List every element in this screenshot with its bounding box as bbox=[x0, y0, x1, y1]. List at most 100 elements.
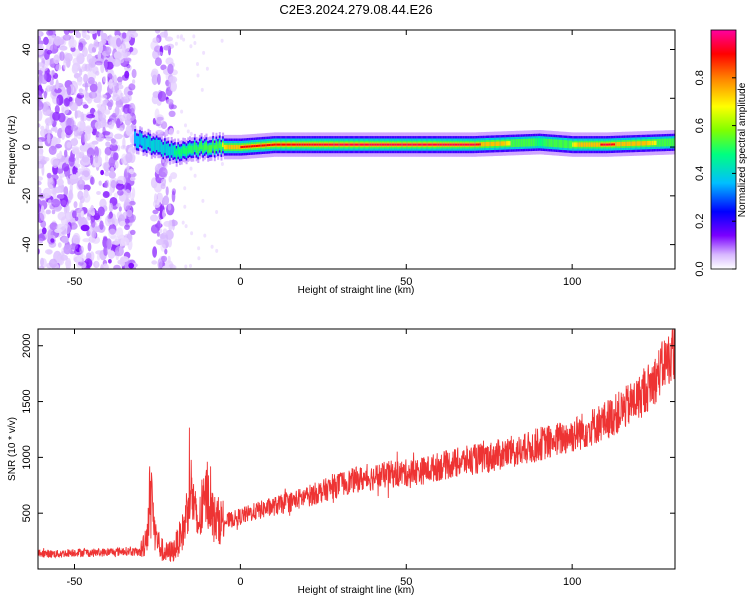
signal-band-cell bbox=[439, 143, 442, 146]
x-tick-label: 100 bbox=[563, 276, 581, 288]
signal-band-cell bbox=[555, 139, 558, 148]
signal-band-cell bbox=[276, 143, 279, 146]
noise-blob bbox=[129, 168, 135, 175]
noise-blob bbox=[104, 109, 111, 115]
signal-band-cell bbox=[563, 140, 566, 148]
signal-band-cell bbox=[253, 145, 256, 148]
signal-band-cell bbox=[339, 143, 342, 146]
signal-band-cell bbox=[427, 143, 430, 146]
signal-band-cell bbox=[598, 142, 601, 147]
noise-blob bbox=[56, 153, 62, 159]
noise-blob bbox=[104, 59, 108, 71]
signal-band-cell bbox=[616, 142, 619, 147]
noise-blob bbox=[160, 183, 166, 190]
noise-blob bbox=[167, 203, 172, 211]
signal-band-cell bbox=[434, 143, 437, 146]
signal-band-cell bbox=[240, 146, 243, 149]
noise-blob bbox=[66, 141, 72, 149]
noise-blob bbox=[113, 51, 122, 60]
noise-blob bbox=[64, 211, 73, 221]
signal-band-cell bbox=[162, 144, 165, 157]
noise-blob bbox=[86, 114, 96, 119]
noise-blob bbox=[220, 162, 224, 166]
noise-blob bbox=[164, 161, 168, 168]
signal-band-cell bbox=[356, 143, 359, 146]
noise-blob bbox=[60, 254, 68, 261]
signal-band-cell bbox=[160, 141, 163, 155]
noise-blob bbox=[53, 54, 60, 65]
signal-band-cell bbox=[495, 141, 498, 146]
noise-blob bbox=[82, 238, 91, 243]
noise-blob bbox=[186, 129, 190, 134]
noise-blob bbox=[40, 125, 45, 131]
signal-band-cell bbox=[422, 143, 425, 146]
noise-blob bbox=[152, 117, 156, 125]
noise-blob bbox=[156, 220, 161, 231]
noise-blob bbox=[156, 231, 160, 237]
signal-band-cell bbox=[154, 139, 157, 153]
signal-band-cell bbox=[273, 143, 276, 146]
signal-band-cell bbox=[655, 140, 658, 146]
signal-band-cell bbox=[477, 143, 480, 146]
noise-blob bbox=[169, 81, 177, 92]
signal-band-cell bbox=[134, 131, 137, 144]
signal-band-cell bbox=[149, 136, 152, 149]
signal-band-cell bbox=[542, 138, 545, 147]
signal-band-cell bbox=[585, 142, 588, 147]
noise-blob bbox=[79, 245, 84, 254]
noise-blob bbox=[153, 193, 158, 204]
noise-blob bbox=[103, 76, 106, 83]
signal-band-cell bbox=[464, 143, 467, 146]
noise-blob bbox=[156, 239, 164, 246]
noise-blob bbox=[107, 213, 113, 220]
noise-blob bbox=[83, 184, 91, 192]
signal-band-cell bbox=[442, 143, 445, 146]
signal-band-cell bbox=[237, 144, 240, 150]
signal-band-cell bbox=[582, 142, 585, 147]
signal-band-cell bbox=[399, 143, 402, 146]
noise-blob bbox=[124, 70, 130, 79]
signal-band-cell bbox=[213, 145, 216, 153]
noise-blob bbox=[154, 57, 162, 67]
noise-blob bbox=[50, 238, 55, 243]
noise-blob bbox=[87, 242, 92, 252]
signal-band-cell bbox=[321, 143, 324, 146]
noise-blob bbox=[51, 136, 58, 147]
signal-band-cell bbox=[519, 139, 522, 147]
colorbar-tick-label: 0.0 bbox=[694, 261, 706, 276]
noise-blob bbox=[93, 39, 99, 49]
signal-band-cell bbox=[394, 143, 397, 146]
noise-blob bbox=[101, 94, 108, 99]
noise-blob bbox=[157, 258, 163, 269]
x-tick-label: 50 bbox=[400, 276, 412, 288]
signal-band-cell bbox=[238, 144, 241, 150]
noise-blob bbox=[203, 233, 207, 238]
y-tick-label: 1000 bbox=[21, 445, 33, 469]
signal-band-cell bbox=[205, 141, 208, 150]
signal-band-cell bbox=[587, 142, 590, 147]
noise-blob bbox=[129, 31, 139, 38]
y-tick-label: 20 bbox=[21, 92, 33, 104]
signal-band-cell bbox=[668, 138, 671, 147]
noise-blob bbox=[120, 96, 130, 104]
noise-blob bbox=[157, 51, 163, 56]
signal-band-cell bbox=[626, 141, 629, 147]
noise-blob bbox=[116, 202, 121, 208]
signal-band-cell bbox=[500, 141, 503, 146]
noise-blob bbox=[124, 57, 132, 62]
x-tick-label: -50 bbox=[67, 276, 83, 288]
signal-band-cell bbox=[610, 143, 613, 146]
noise-blob bbox=[48, 145, 57, 155]
signal-band-cell bbox=[202, 145, 205, 153]
noise-blob bbox=[171, 190, 176, 203]
signal-band-cell bbox=[316, 143, 319, 146]
snr-series-line bbox=[38, 329, 675, 562]
noise-blob bbox=[159, 31, 168, 38]
noise-blob bbox=[80, 210, 84, 218]
spectrogram-panel: -50 0 50 100 -40 -20 0 20 40 Height of straight… bbox=[7, 29, 676, 296]
noise-blob bbox=[80, 149, 85, 154]
noise-blob bbox=[94, 146, 99, 159]
signal-band-cell bbox=[245, 145, 248, 148]
noise-blob bbox=[84, 81, 88, 93]
noise-blob bbox=[167, 237, 172, 248]
